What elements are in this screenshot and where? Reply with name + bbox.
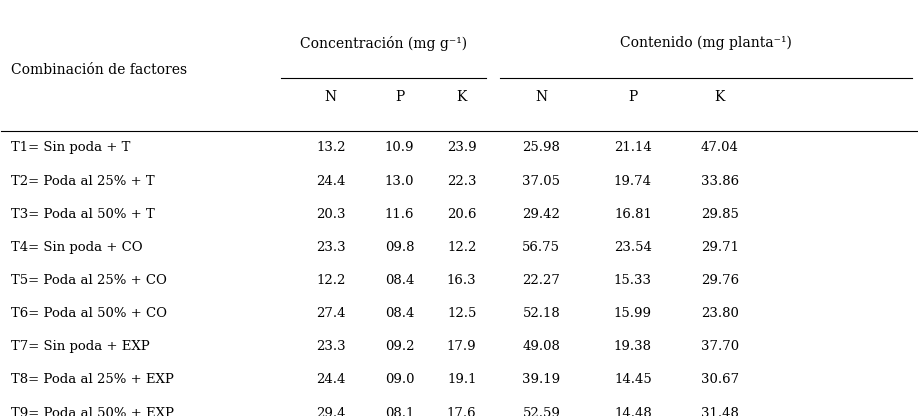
Text: 21.14: 21.14 [614,141,652,154]
Text: 20.3: 20.3 [316,208,345,221]
Text: 15.99: 15.99 [614,307,652,320]
Text: 23.3: 23.3 [316,241,346,254]
Text: 14.48: 14.48 [614,406,652,416]
Text: 22.3: 22.3 [447,175,476,188]
Text: 22.27: 22.27 [522,274,560,287]
Text: 08.4: 08.4 [385,274,414,287]
Text: 30.67: 30.67 [700,374,739,386]
Text: T3= Poda al 50% + T: T3= Poda al 50% + T [10,208,154,221]
Text: 13.0: 13.0 [385,175,414,188]
Text: 12.5: 12.5 [447,307,476,320]
Text: 37.05: 37.05 [522,175,560,188]
Text: 09.8: 09.8 [385,241,414,254]
Text: 10.9: 10.9 [385,141,414,154]
Text: 25.98: 25.98 [522,141,560,154]
Text: 24.4: 24.4 [316,175,345,188]
Text: 33.86: 33.86 [700,175,739,188]
Text: 27.4: 27.4 [316,307,345,320]
Text: T5= Poda al 25% + CO: T5= Poda al 25% + CO [10,274,166,287]
Text: Concentración (mg g⁻¹): Concentración (mg g⁻¹) [300,36,467,51]
Text: T2= Poda al 25% + T: T2= Poda al 25% + T [10,175,154,188]
Text: 12.2: 12.2 [447,241,476,254]
Text: 17.9: 17.9 [447,340,476,353]
Text: 52.59: 52.59 [522,406,560,416]
Text: 20.6: 20.6 [447,208,476,221]
Text: T4= Sin poda + CO: T4= Sin poda + CO [10,241,142,254]
Text: 29.42: 29.42 [522,208,560,221]
Text: 23.54: 23.54 [614,241,652,254]
Text: T1= Sin poda + T: T1= Sin poda + T [10,141,130,154]
Text: T9= Poda al 50% + EXP: T9= Poda al 50% + EXP [10,406,174,416]
Text: 24.4: 24.4 [316,374,345,386]
Text: N: N [325,89,337,104]
Text: P: P [628,89,637,104]
Text: T6= Poda al 50% + CO: T6= Poda al 50% + CO [10,307,166,320]
Text: 39.19: 39.19 [522,374,560,386]
Text: 17.6: 17.6 [447,406,476,416]
Text: 29.4: 29.4 [316,406,345,416]
Text: 19.38: 19.38 [614,340,652,353]
Text: Combinación de factores: Combinación de factores [10,63,186,77]
Text: T7= Sin poda + EXP: T7= Sin poda + EXP [10,340,150,353]
Text: 31.48: 31.48 [701,406,739,416]
Text: 23.3: 23.3 [316,340,346,353]
Text: 23.9: 23.9 [447,141,476,154]
Text: Contenido (mg planta⁻¹): Contenido (mg planta⁻¹) [621,36,792,50]
Text: 56.75: 56.75 [522,241,560,254]
Text: 19.74: 19.74 [614,175,652,188]
Text: 09.0: 09.0 [385,374,414,386]
Text: K: K [456,89,467,104]
Text: 47.04: 47.04 [701,141,739,154]
Text: 08.4: 08.4 [385,307,414,320]
Text: 16.3: 16.3 [447,274,476,287]
Text: 15.33: 15.33 [614,274,652,287]
Text: 16.81: 16.81 [614,208,652,221]
Text: P: P [395,89,404,104]
Text: 23.80: 23.80 [701,307,739,320]
Text: N: N [535,89,547,104]
Text: 12.2: 12.2 [316,274,345,287]
Text: T8= Poda al 25% + EXP: T8= Poda al 25% + EXP [10,374,174,386]
Text: 49.08: 49.08 [522,340,560,353]
Text: 13.2: 13.2 [316,141,345,154]
Text: 14.45: 14.45 [614,374,652,386]
Text: 37.70: 37.70 [700,340,739,353]
Text: 11.6: 11.6 [385,208,414,221]
Text: 29.76: 29.76 [700,274,739,287]
Text: 52.18: 52.18 [522,307,560,320]
Text: 29.71: 29.71 [700,241,739,254]
Text: 08.1: 08.1 [385,406,414,416]
Text: 09.2: 09.2 [385,340,414,353]
Text: K: K [714,89,725,104]
Text: 19.1: 19.1 [447,374,476,386]
Text: 29.85: 29.85 [701,208,739,221]
